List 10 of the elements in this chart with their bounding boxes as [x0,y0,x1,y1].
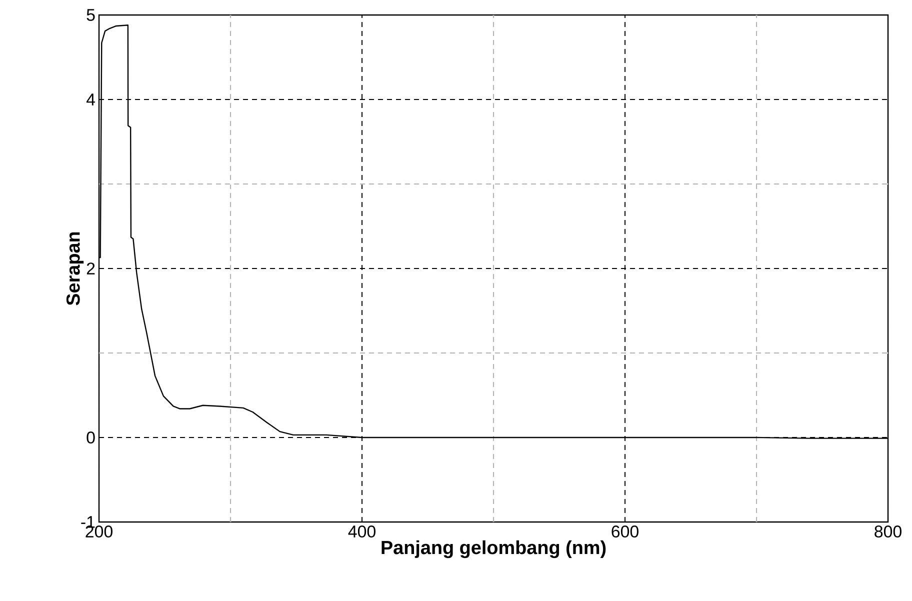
y-tick-label: 0 [86,431,95,444]
y-tick-label: 4 [86,94,95,106]
x-axis-title: Panjang gelombang (nm) [382,540,606,558]
x-tick-label: 400 [348,526,376,538]
y-tick-label: 2 [86,262,95,274]
x-tick-label: 600 [612,526,638,538]
y-tick-label: 5 [86,9,95,21]
x-tick-label: 800 [874,526,902,538]
x-tick-label: 200 [86,526,112,538]
y-axis-title: Serapan [66,232,84,306]
